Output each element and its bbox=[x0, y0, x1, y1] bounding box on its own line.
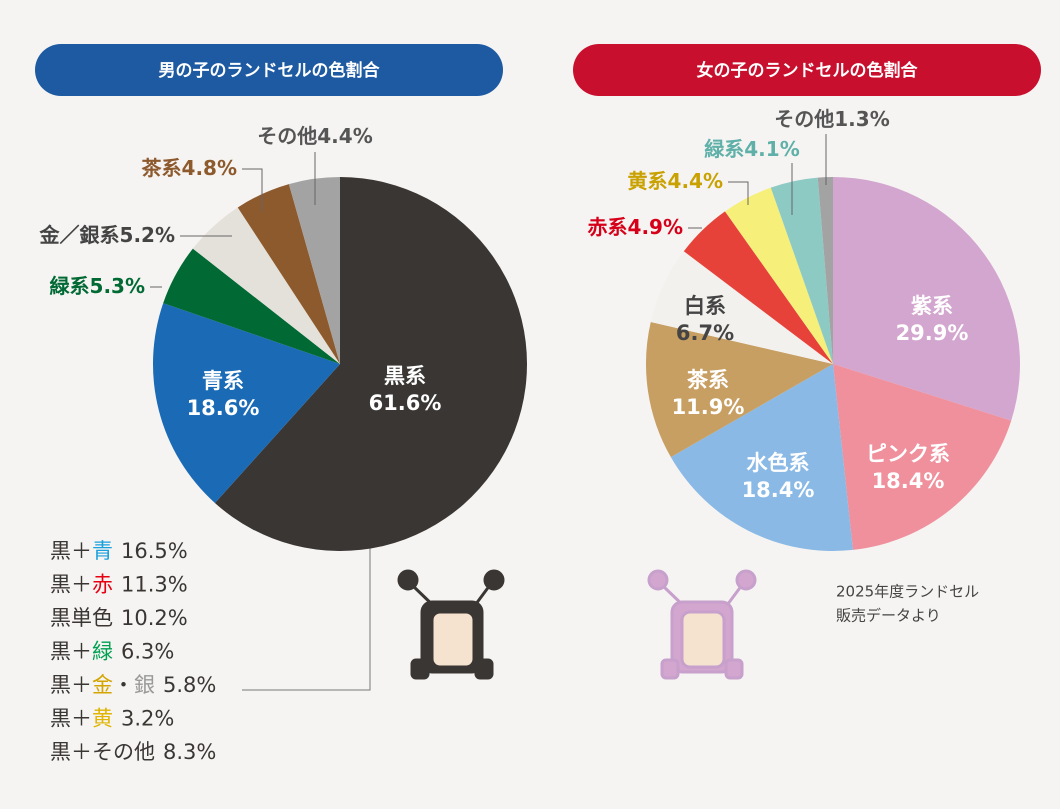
slice-label: 緑系4.1% bbox=[704, 137, 799, 161]
pie-slice bbox=[214, 177, 527, 551]
slice-label: 緑系5.3% bbox=[50, 274, 145, 298]
breakdown-part: 黒＋その他 bbox=[50, 740, 155, 764]
label-leader bbox=[728, 181, 749, 205]
breakdown-item: 黒＋青 16.5% bbox=[50, 539, 188, 563]
slice-value: 18.4% bbox=[872, 469, 945, 493]
slice-label-value: 1.3% bbox=[834, 107, 889, 131]
breakdown-part: 緑 bbox=[92, 640, 113, 664]
chart-title: 女の子のランドセルの色割合 bbox=[697, 60, 919, 81]
breakdown-part: 黒＋ bbox=[50, 707, 92, 731]
breakdown-value: 5.8% bbox=[163, 673, 216, 697]
pie-slice bbox=[724, 187, 833, 364]
breakdown-value: 8.3% bbox=[163, 740, 216, 764]
slice-label: ピンク系 bbox=[866, 442, 950, 466]
pie-slice bbox=[650, 251, 833, 364]
breakdown-part: 黒単色 bbox=[50, 606, 113, 630]
pie-slice bbox=[833, 364, 1012, 550]
slice-label-value: 5.3% bbox=[90, 274, 145, 298]
slice-label-value: 4.4% bbox=[317, 124, 372, 148]
slice-value: 18.4% bbox=[742, 478, 815, 502]
breakdown-part: 黒＋ bbox=[50, 673, 92, 697]
breakdown-part: 黄 bbox=[92, 707, 113, 731]
slice-label-name: 緑系 bbox=[50, 274, 90, 298]
label-leader bbox=[242, 168, 263, 212]
slice-label-name: 金／銀系 bbox=[39, 223, 120, 247]
slice-label: 茶系 bbox=[687, 368, 729, 392]
pie-slice bbox=[192, 207, 340, 364]
breakdown-value: 6.3% bbox=[121, 640, 174, 664]
breakdown-value: 10.2% bbox=[121, 606, 188, 630]
pie-slice bbox=[163, 248, 340, 364]
pie-slice bbox=[288, 177, 340, 364]
pie-slice bbox=[770, 177, 833, 364]
slice-label: 茶系4.8% bbox=[142, 156, 237, 180]
slice-label: その他1.3% bbox=[774, 107, 889, 131]
note: 販売データより bbox=[836, 607, 941, 625]
slice-label-name: 黄系 bbox=[628, 169, 668, 193]
slice-label: 白系 bbox=[684, 294, 726, 318]
breakdown-item: 黒＋その他 8.3% bbox=[50, 740, 216, 764]
slice-label: 黄系4.4% bbox=[628, 169, 723, 193]
slice-value: 29.9% bbox=[896, 321, 969, 345]
slice-label: 青系 bbox=[202, 369, 244, 393]
breakdown-item: 黒＋緑 6.3% bbox=[50, 640, 174, 664]
note: 2025年度ランドセル bbox=[836, 583, 979, 601]
slice-value: 6.7% bbox=[676, 321, 734, 345]
breakdown-part: 金 bbox=[92, 673, 113, 697]
slice-label-name: その他 bbox=[257, 124, 317, 148]
breakdown-leader bbox=[242, 522, 371, 691]
slice-label-value: 4.9% bbox=[628, 215, 683, 239]
breakdown-part: 赤 bbox=[92, 573, 113, 597]
breakdown-part: 黒＋ bbox=[50, 539, 92, 563]
slice-label-value: 4.8% bbox=[182, 156, 237, 180]
breakdown-item: 黒単色 10.2% bbox=[50, 606, 188, 630]
slice-label-name: 緑系 bbox=[704, 137, 744, 161]
breakdown-value: 16.5% bbox=[121, 539, 188, 563]
breakdown-part: ・ bbox=[113, 673, 134, 697]
slice-value: 11.9% bbox=[672, 395, 745, 419]
slice-label: 水色系 bbox=[747, 451, 810, 475]
breakdown-part: 黒＋ bbox=[50, 573, 92, 597]
title-pill bbox=[573, 44, 1041, 96]
slice-label: 黒系 bbox=[384, 364, 426, 388]
slice-value: 18.6% bbox=[187, 396, 260, 420]
boy-mascot bbox=[397, 569, 505, 680]
slice-label: 金／銀系5.2% bbox=[39, 223, 175, 247]
breakdown-item: 黒＋赤 11.3% bbox=[50, 573, 188, 597]
breakdown-value: 3.2% bbox=[121, 707, 174, 731]
slice-value: 61.6% bbox=[369, 391, 442, 415]
slice-label-value: 4.4% bbox=[668, 169, 723, 193]
breakdown-value: 11.3% bbox=[121, 573, 188, 597]
pie-slice bbox=[237, 184, 340, 364]
breakdown-item: 黒＋黄 3.2% bbox=[50, 707, 174, 731]
slice-label-value: 5.2% bbox=[120, 223, 175, 247]
breakdown-part: 銀 bbox=[134, 673, 155, 697]
slice-label-name: 茶系 bbox=[142, 156, 182, 180]
breakdown-part: 青 bbox=[92, 539, 113, 563]
slice-label: その他4.4% bbox=[257, 124, 372, 148]
pie-slice bbox=[833, 177, 1021, 421]
title-pill bbox=[35, 44, 503, 96]
breakdown-item: 黒＋金・銀 5.8% bbox=[50, 673, 216, 697]
pie-slice bbox=[670, 364, 853, 551]
breakdown-part: 黒＋ bbox=[50, 640, 92, 664]
slice-label: 紫系 bbox=[911, 294, 953, 318]
pie-slice bbox=[683, 211, 833, 364]
pie-slice bbox=[817, 177, 833, 364]
pie-slice bbox=[646, 322, 833, 458]
pie-slice bbox=[153, 303, 340, 504]
slice-label-name: 赤系 bbox=[588, 215, 628, 239]
slice-label-value: 4.1% bbox=[744, 137, 799, 161]
slice-label: 赤系4.9% bbox=[588, 215, 683, 239]
chart-title: 男の子のランドセルの色割合 bbox=[159, 60, 381, 81]
girl-mascot bbox=[647, 569, 757, 680]
slice-label-name: その他 bbox=[774, 107, 834, 131]
